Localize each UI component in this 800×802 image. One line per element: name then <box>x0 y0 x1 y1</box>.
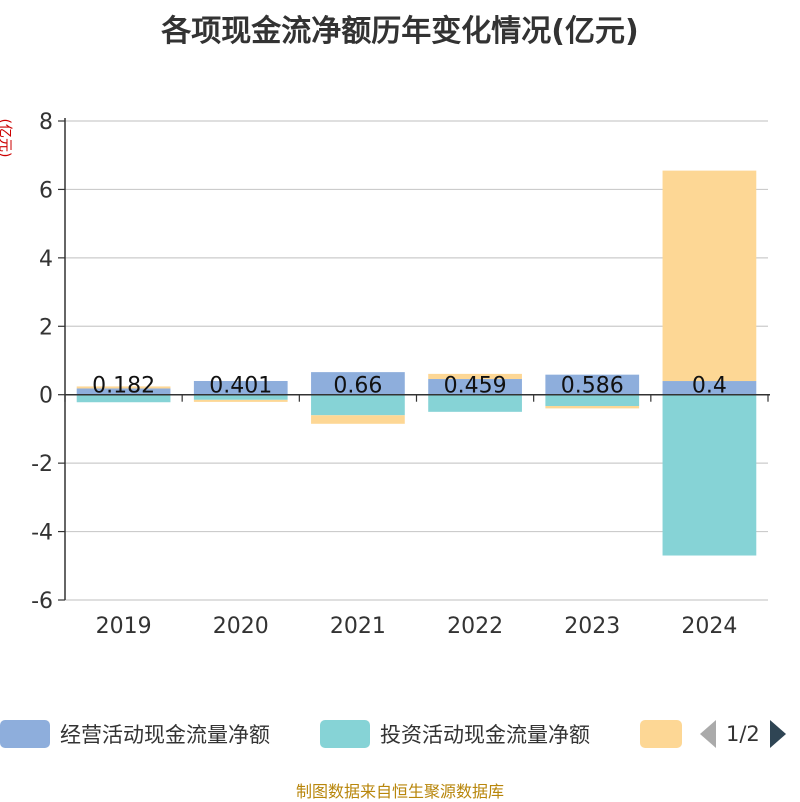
data-labels: 0.182 0.401 0.66 0.459 0.586 0.4 <box>92 374 727 399</box>
source-note: 制图数据来自恒生聚源数据库 <box>295 782 504 801</box>
data-label-2020: 0.401 <box>209 374 272 399</box>
legend-pager: 1/2 <box>700 716 786 752</box>
y-tick-label: 6 <box>39 178 53 203</box>
bar-series1-2023[interactable] <box>545 394 640 407</box>
legend-swatch-operating <box>0 720 50 748</box>
bar-series0-2022[interactable] <box>428 379 522 395</box>
legend: 经营活动现金流量净额 投资活动现金流量净额 <box>0 716 800 752</box>
chart-title: 各项现金流净额历年变化情况(亿元) <box>161 14 639 49</box>
bar-series2-2019[interactable] <box>76 386 171 389</box>
legend-swatch-investing <box>320 720 370 748</box>
legend-item-third[interactable] <box>640 716 682 752</box>
legend-next-page-icon[interactable] <box>769 720 786 748</box>
bar-series1-2022[interactable] <box>428 394 522 412</box>
bar-series2-2023[interactable] <box>545 406 640 409</box>
data-label-2023: 0.586 <box>561 374 624 399</box>
x-tick-label: 2023 <box>564 614 620 639</box>
bar-series1-2021[interactable] <box>311 394 405 416</box>
y-tick-label: 2 <box>39 315 53 340</box>
bar-series0-2023[interactable] <box>545 374 640 395</box>
bar-series0-2021[interactable] <box>311 372 405 395</box>
bar-series0-2020[interactable] <box>193 380 288 395</box>
bar-series2-2020[interactable] <box>193 399 288 402</box>
data-label-2021: 0.66 <box>333 374 382 399</box>
data-label-2024: 0.4 <box>692 374 727 399</box>
legend-label-investing: 投资活动现金流量净额 <box>380 723 590 747</box>
x-tick-label: 2020 <box>213 614 269 639</box>
legend-page-indicator: 1/2 <box>726 722 760 746</box>
bar-series2-2022[interactable] <box>428 373 522 380</box>
x-tick-label: 2021 <box>330 614 386 639</box>
x-tick-label: 2019 <box>96 614 152 639</box>
data-label-2019: 0.182 <box>92 374 155 399</box>
y-tick-label: -2 <box>31 452 53 477</box>
y-tick-label: 0 <box>39 384 53 409</box>
x-tick-label: 2024 <box>681 614 737 639</box>
y-tick-label: 8 <box>39 110 53 135</box>
bar-series2-2021[interactable] <box>311 415 405 424</box>
bar-series0-2019[interactable] <box>76 388 171 395</box>
y-tick-label: -4 <box>31 521 53 546</box>
bar-series1-2020[interactable] <box>193 394 288 400</box>
y-tick-label: 4 <box>39 247 53 272</box>
legend-item-investing[interactable]: 投资活动现金流量净额 <box>320 716 590 752</box>
y-tick-label: -6 <box>31 589 53 614</box>
bar-series0-2024[interactable] <box>662 381 757 395</box>
legend-swatch-third <box>640 720 682 748</box>
bar-series1-2024[interactable] <box>662 394 757 556</box>
chart-plot: -6 -4 -2 0 2 4 6 8 2019 2020 2021 2022 2023 2024 0.18… <box>31 110 770 639</box>
axes: -6 -4 -2 0 2 4 6 8 2019 2020 2021 2022 2023 2024 <box>31 110 770 639</box>
bar-series2-2024[interactable] <box>662 170 757 382</box>
legend-prev-page-icon[interactable] <box>700 720 716 748</box>
bar-series1-2019[interactable] <box>76 394 171 403</box>
legend-item-operating[interactable]: 经营活动现金流量净额 <box>0 716 270 752</box>
bars <box>76 170 757 556</box>
data-label-2022: 0.459 <box>444 374 507 399</box>
legend-label-operating: 经营活动现金流量净额 <box>60 723 270 747</box>
grid-lines <box>65 120 768 601</box>
x-tick-label: 2022 <box>447 614 503 639</box>
